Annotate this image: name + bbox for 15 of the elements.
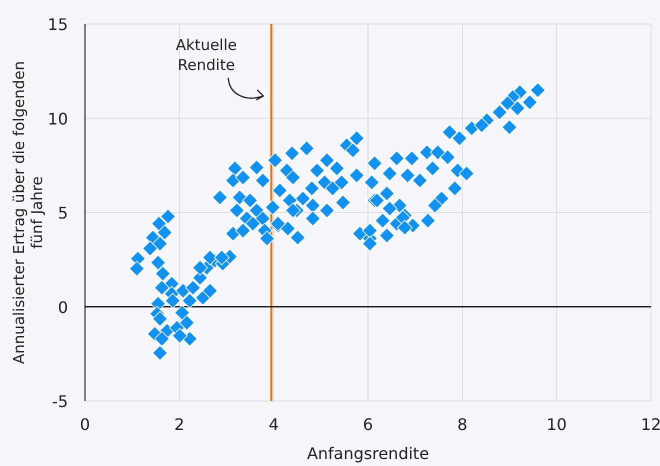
x-tick-label: 4: [268, 415, 279, 434]
y-axis-title: Annualisierter Ertrag über die folgenden fünf Jahre: [10, 61, 46, 364]
annotation: Aktuelle Rendite: [176, 36, 237, 74]
y-tick-label: 5: [58, 204, 68, 222]
x-tick-label: 2: [174, 415, 184, 434]
x-tick-label: 12: [640, 415, 660, 434]
y-tick-label: 0: [58, 298, 68, 317]
x-tick-label: 0: [80, 415, 90, 434]
x-tick-label: 10: [546, 415, 567, 434]
x-tick-label: 6: [362, 415, 374, 434]
x-tick-label: 8: [457, 415, 468, 434]
y-tick-label: 10: [48, 109, 68, 128]
y-tick-label: 15: [48, 15, 68, 34]
x-axis-title: Anfangsrendite: [306, 444, 430, 463]
y-tick-label: -5: [52, 392, 68, 411]
